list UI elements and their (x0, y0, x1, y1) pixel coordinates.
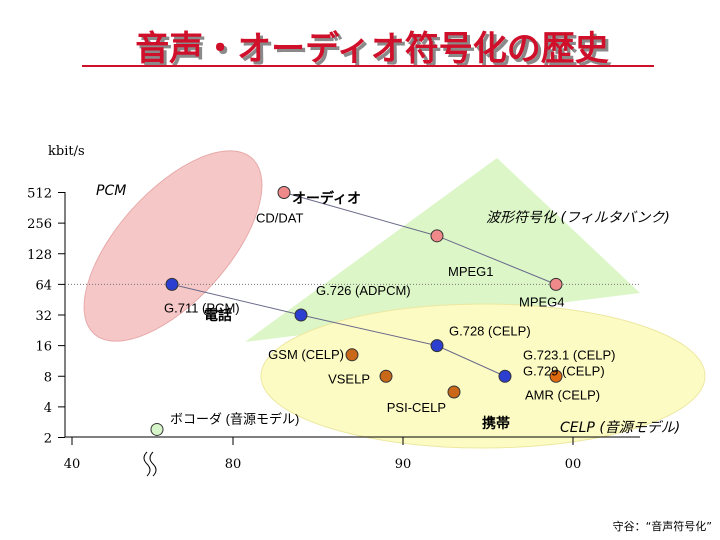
data-point (430, 229, 444, 243)
telephone-region-label: 電話 (204, 307, 232, 324)
celp-region-label: CELP (音源モデル) (560, 420, 680, 436)
region-group (83, 150, 706, 449)
waveform-region (245, 158, 640, 342)
point-label: GSM (CELP) (268, 347, 344, 362)
data-point (549, 277, 563, 291)
y-tick-label: 2 (44, 432, 52, 447)
data-point (345, 348, 359, 362)
point-label: CD/DAT (256, 211, 303, 226)
point-label: G.728 (CELP) (449, 324, 531, 339)
point-label: MPEG1 (448, 264, 494, 279)
y-tick-label: 128 (27, 248, 52, 263)
y-tick-label: 4 (44, 401, 52, 416)
x-tick-label: 80 (225, 457, 242, 472)
pcm-region-label: PCM (96, 183, 126, 199)
waveform-region-label: 波形符号化 (フィルタバンク) (486, 210, 670, 226)
data-point (430, 339, 444, 353)
y-tick-label: 8 (44, 370, 52, 385)
point-label-line: PSI-CELP (387, 400, 446, 415)
data-point (498, 369, 512, 383)
point-label: PSI-CELP (387, 400, 446, 415)
x-ticks: 40 80 90 00 (64, 437, 582, 472)
y-tick-label: 16 (35, 340, 52, 355)
celp-region (260, 303, 706, 449)
trend-line (171, 283, 506, 377)
x-tick-label: 00 (565, 457, 582, 472)
point-label: G.723.1 (CELP) G.729 (CELP) (523, 347, 616, 378)
data-point (294, 308, 308, 322)
point-label-line: ボコーダ (音源モデル) (170, 411, 299, 426)
page-title-front: 音声・オーディオ符号化の歴史 (135, 29, 609, 69)
data-point (277, 186, 291, 199)
audio-region-label: オーディオ (292, 190, 361, 207)
pcm-region (83, 150, 263, 342)
point-label-line: G.726 (ADPCM) (316, 283, 411, 298)
point-label: VSELP (328, 371, 370, 386)
y-tick-label: 512 (27, 187, 52, 202)
mobile-region-label: 携帯 (482, 415, 510, 432)
point-label-line: GSM (CELP) (268, 347, 344, 362)
point-label: ボコーダ (音源モデル) (170, 411, 299, 426)
point-label: G.711 (PCM) (164, 300, 240, 315)
data-point (447, 385, 461, 399)
point-label: G.726 (ADPCM) (316, 283, 411, 298)
data-point (379, 369, 393, 383)
point-label-line: G.723.1 (CELP) (523, 347, 616, 362)
x-tick-label: 90 (395, 457, 412, 472)
data-points (150, 186, 563, 436)
source-credit: 守谷：“音声符号化” (613, 519, 712, 533)
y-tick-label: 32 (35, 309, 52, 324)
point-label-line: AMR (CELP) (525, 387, 600, 402)
data-point (150, 422, 164, 436)
y-ticks: 512 256 128 64 32 16 8 4 2 (27, 187, 65, 447)
data-point (165, 277, 179, 291)
data-point (549, 369, 563, 383)
point-labels: G.711 (PCM) CD/DAT MPEG1 MPEG4 G.726 (ADPCM)… (164, 211, 616, 427)
point-label-line: CD/DAT (256, 211, 303, 226)
y-axis-unit-label: kbit/s (48, 144, 85, 159)
point-label: MPEG4 (519, 294, 565, 309)
point-label-line: MPEG4 (519, 294, 565, 309)
point-label-line: G.728 (CELP) (449, 324, 531, 339)
x-axis-break-icon (143, 451, 157, 477)
y-tick-label: 64 (35, 278, 52, 293)
point-label: AMR (CELP) (525, 387, 600, 402)
y-tick-label: 256 (27, 217, 52, 232)
x-tick-label: 40 (64, 457, 81, 472)
point-label-line: G.729 (CELP) (523, 363, 605, 378)
point-label-line: MPEG1 (448, 264, 494, 279)
point-label-line: VSELP (328, 371, 370, 386)
point-label-line: G.711 (PCM) (164, 300, 240, 315)
